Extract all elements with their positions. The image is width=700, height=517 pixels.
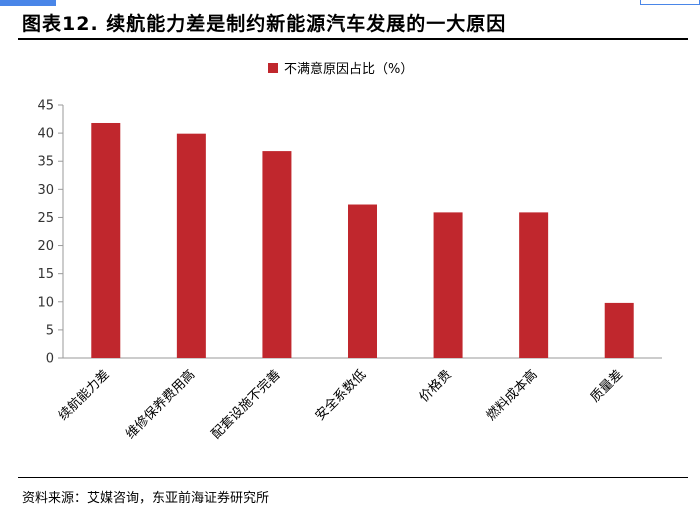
y-tick-label: 0 bbox=[46, 352, 54, 367]
bar bbox=[348, 204, 377, 358]
x-category-label: 安全系数低 bbox=[312, 367, 369, 424]
bar bbox=[604, 302, 634, 358]
y-axis-ticks: 0 5 10 15 20 25 30 35 40 45 bbox=[37, 99, 63, 367]
y-tick-label: 10 bbox=[37, 295, 54, 310]
corner-decoration-left bbox=[0, 0, 56, 6]
y-tick-label: 25 bbox=[37, 211, 54, 226]
x-category-label: 续航能力差 bbox=[55, 367, 112, 424]
x-category-label: 价格贵 bbox=[416, 367, 455, 406]
y-tick-label: 20 bbox=[37, 239, 54, 254]
x-category-label: 配套设施不完善 bbox=[208, 367, 284, 443]
y-tick-label: 35 bbox=[37, 155, 54, 170]
y-tick-label: 5 bbox=[46, 323, 54, 338]
y-tick-label: 40 bbox=[37, 127, 54, 142]
bar-series bbox=[91, 122, 634, 358]
bar bbox=[433, 212, 463, 358]
chart-legend: 不满意原因占比（%） bbox=[268, 61, 413, 77]
figure-title: 图表12. 续航能力差是制约新能源汽车发展的一大原因 bbox=[22, 13, 507, 35]
x-category-label: 质量差 bbox=[588, 367, 626, 405]
x-axis-labels: 续航能力差 维修保养费用高 配套设施不完善 安全系数低 价格贵 燃料成本高 质量差 bbox=[55, 367, 626, 443]
bar bbox=[262, 151, 292, 358]
y-tick-label: 30 bbox=[37, 183, 54, 198]
bar bbox=[176, 133, 206, 358]
title-rule bbox=[18, 38, 688, 40]
source-note: 资料来源：艾媒咨询，东亚前海证券研究所 bbox=[22, 491, 270, 506]
legend-swatch bbox=[268, 63, 278, 73]
x-category-label: 燃料成本高 bbox=[483, 367, 540, 424]
bar bbox=[519, 212, 549, 358]
x-category-label: 维修保养费用高 bbox=[123, 367, 199, 443]
y-tick-label: 45 bbox=[37, 99, 54, 114]
source-rule bbox=[18, 477, 688, 478]
y-tick-label: 15 bbox=[37, 267, 54, 282]
legend-label: 不满意原因占比（%） bbox=[284, 61, 413, 77]
bar bbox=[91, 122, 121, 358]
